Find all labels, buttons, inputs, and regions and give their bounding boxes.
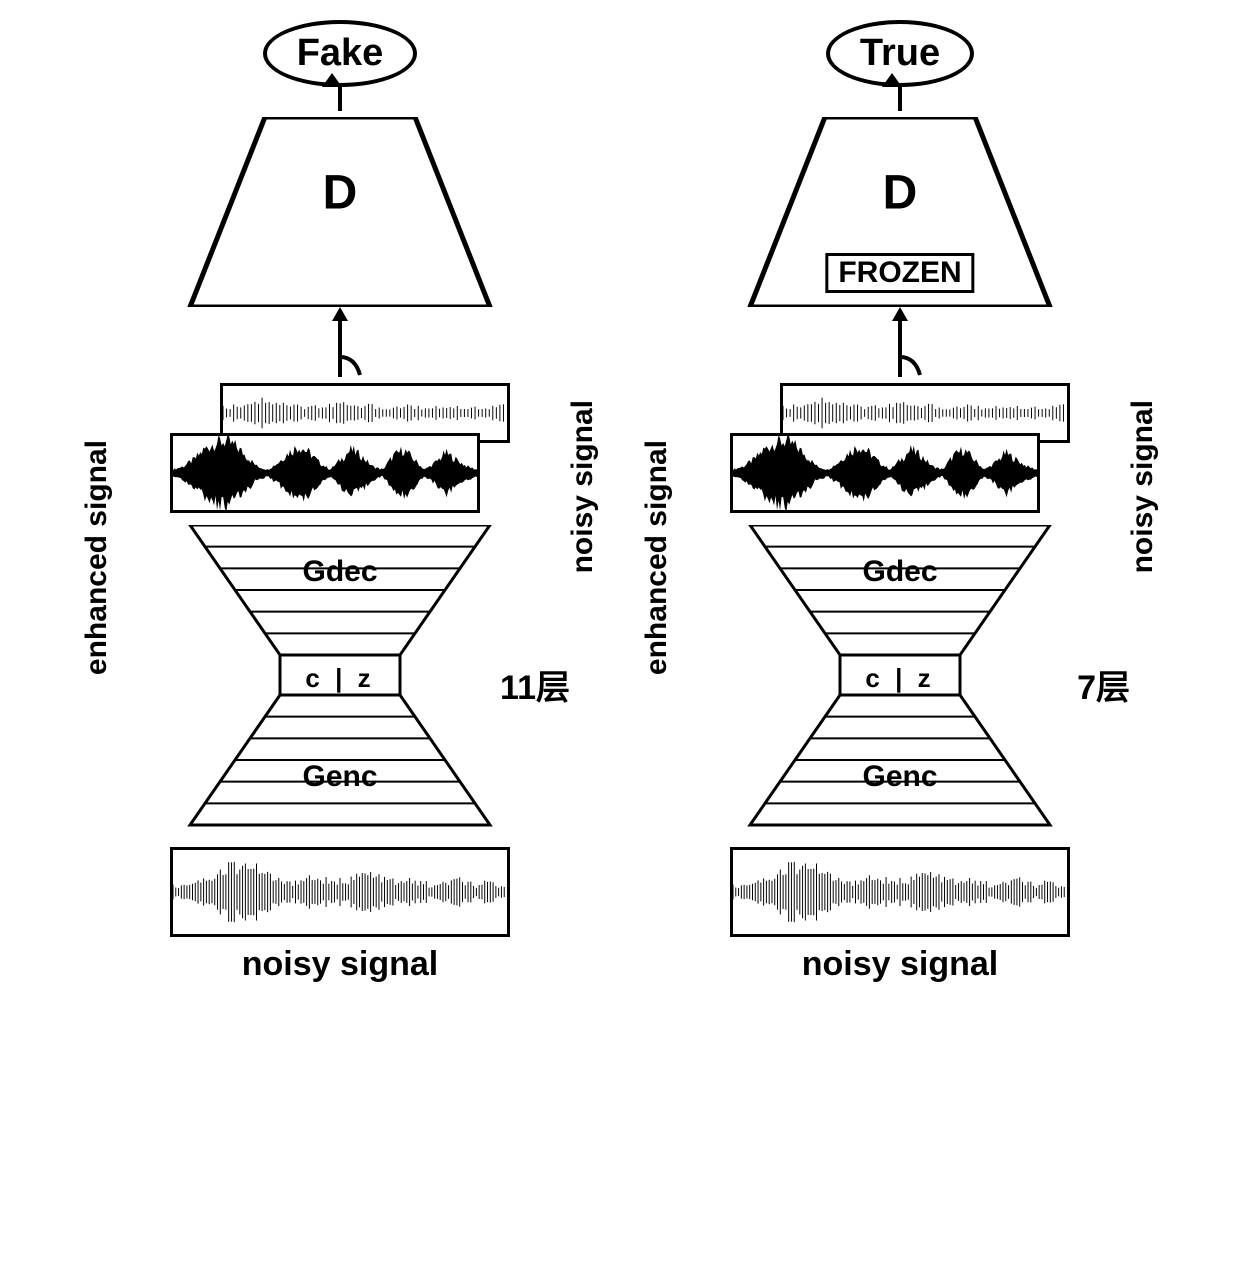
arrow-wave-to-d bbox=[870, 307, 930, 377]
enhanced-wave bbox=[170, 433, 480, 513]
generator-hourglass-left: Gdec c | z Genc 11层 bbox=[170, 525, 510, 835]
discriminator-label: D bbox=[883, 166, 918, 221]
input-noisy-wave-right bbox=[730, 847, 1070, 937]
left-architecture-column: Fake D enhanced signal noisy signal Gdec… bbox=[120, 20, 560, 984]
bottleneck-label: c | z bbox=[865, 663, 934, 694]
output-label: Fake bbox=[297, 32, 384, 74]
discriminator-label: D bbox=[323, 166, 358, 221]
side-label-noisy: noisy signal bbox=[1126, 400, 1160, 573]
encoder-label: Genc bbox=[862, 760, 937, 794]
frozen-label: FROZEN bbox=[825, 253, 974, 293]
arrow-oval-to-d bbox=[330, 87, 350, 117]
arrow-oval-to-d bbox=[890, 87, 910, 117]
discriminator-block-left: D bbox=[180, 117, 500, 307]
bottom-label: noisy signal bbox=[802, 945, 999, 984]
waveform-pair-right bbox=[730, 383, 1070, 513]
generator-hourglass-right: Gdec c | z Genc 7层 bbox=[730, 525, 1070, 835]
layer-annotation: 11层 bbox=[500, 660, 570, 709]
side-label-enhanced: enhanced signal bbox=[80, 440, 114, 675]
right-architecture-column: True D FROZEN enhanced signal noisy sign… bbox=[680, 20, 1120, 984]
layer-annotation: 7层 bbox=[1077, 660, 1130, 709]
encoder-label: Genc bbox=[302, 760, 377, 794]
decoder-label: Gdec bbox=[302, 555, 377, 589]
input-noisy-wave-left bbox=[170, 847, 510, 937]
decoder-label: Gdec bbox=[862, 555, 937, 589]
bottleneck-label: c | z bbox=[305, 663, 374, 694]
discriminator-block-right: D FROZEN bbox=[740, 117, 1060, 307]
side-label-noisy: noisy signal bbox=[566, 400, 600, 573]
bottom-label: noisy signal bbox=[242, 945, 439, 984]
side-label-enhanced: enhanced signal bbox=[640, 440, 674, 675]
waveform-pair-left bbox=[170, 383, 510, 513]
arrow-wave-to-d bbox=[310, 307, 370, 377]
enhanced-wave bbox=[730, 433, 1040, 513]
output-label: True bbox=[860, 32, 940, 74]
